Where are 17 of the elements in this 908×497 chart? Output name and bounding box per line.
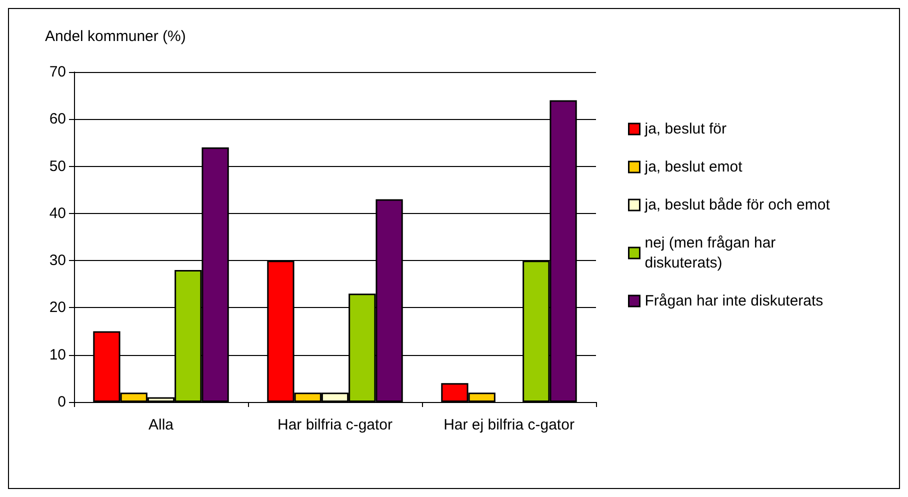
legend-label: nej (men frågan har diskuterats) <box>644 234 780 272</box>
y-tick-label: 0 <box>58 394 66 410</box>
x-tick-label: Har bilfria c-gator <box>277 416 393 434</box>
x-tick-label: Alla <box>148 416 174 434</box>
x-tick-label: Har ej bilfria c-gator <box>444 416 574 434</box>
y-tick-label: 50 <box>49 158 66 175</box>
y-tick-label: 40 <box>49 204 66 222</box>
y-tick-label: 10 <box>49 346 66 364</box>
y-tick-label: 20 <box>49 299 66 316</box>
y-tick-label: 70 <box>49 64 66 80</box>
legend-label: ja, beslut emot <box>644 158 744 176</box>
legend-label: Frågan har inte diskuterats <box>644 292 824 310</box>
legend-label: ja, beslut för <box>644 120 726 138</box>
y-axis-title: Andel kommuner (%) <box>45 28 186 45</box>
y-tick-label: 30 <box>49 252 66 270</box>
y-tick-label: 60 <box>49 110 66 128</box>
legend-label: ja, beslut både för och emot <box>644 196 831 214</box>
